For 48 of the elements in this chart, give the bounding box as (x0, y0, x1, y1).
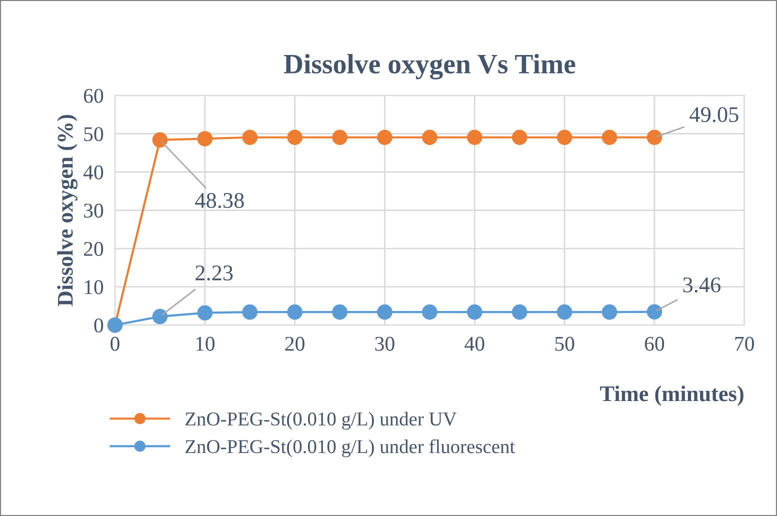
x-tick-label: 10 (196, 336, 215, 351)
x-tick-label: 20 (285, 336, 304, 351)
y-tick-label: 30 (84, 204, 104, 218)
legend-label: ZnO-PEG-St(0.010 g/L) under UV (186, 412, 457, 430)
y-tick-label: 10 (84, 280, 104, 294)
point (646, 304, 662, 320)
point (377, 304, 392, 320)
y-tick-label: 60 (84, 88, 104, 103)
point (466, 304, 482, 320)
x-tick-label: 60 (644, 336, 664, 351)
point (646, 130, 662, 146)
point (242, 304, 258, 320)
y-tick-label: 40 (83, 165, 104, 180)
point (512, 130, 528, 146)
legend-label: ZnO-PEG-St(0.010 g/L) under fluorescent (186, 439, 515, 458)
y-axis-title: Dissolve oxygen (%) (57, 114, 78, 306)
point (152, 308, 168, 324)
point (556, 130, 572, 146)
data-label: 2.23 (196, 266, 233, 281)
x-tick-label: 0 (110, 336, 120, 351)
y-tick-label: 20 (84, 242, 104, 256)
point (556, 304, 572, 320)
point (287, 130, 302, 146)
point (152, 132, 168, 148)
x-axis-title: Time (minutes) (600, 386, 744, 406)
point (287, 304, 302, 320)
y-tick-label: 50 (84, 127, 104, 142)
chart-title: Dissolve oxygen Vs Time (284, 54, 576, 80)
point (602, 130, 618, 146)
x-tick-label: 40 (464, 336, 484, 351)
point (197, 305, 213, 320)
x-tick-label: 50 (555, 336, 574, 351)
point (512, 304, 528, 320)
data-label: 48.38 (195, 192, 244, 208)
point (377, 130, 392, 146)
x-tick-label: 30 (375, 336, 394, 351)
point (332, 130, 348, 146)
data-label: 3.46 (683, 277, 720, 292)
point (197, 131, 213, 146)
point (242, 130, 258, 146)
point (422, 130, 438, 146)
point (466, 130, 482, 146)
point (332, 304, 348, 320)
point (602, 304, 618, 320)
y-tick-label: 0 (94, 318, 104, 333)
data-label: 49.05 (690, 107, 738, 122)
point (422, 304, 438, 320)
x-tick-label: 70 (735, 336, 754, 351)
